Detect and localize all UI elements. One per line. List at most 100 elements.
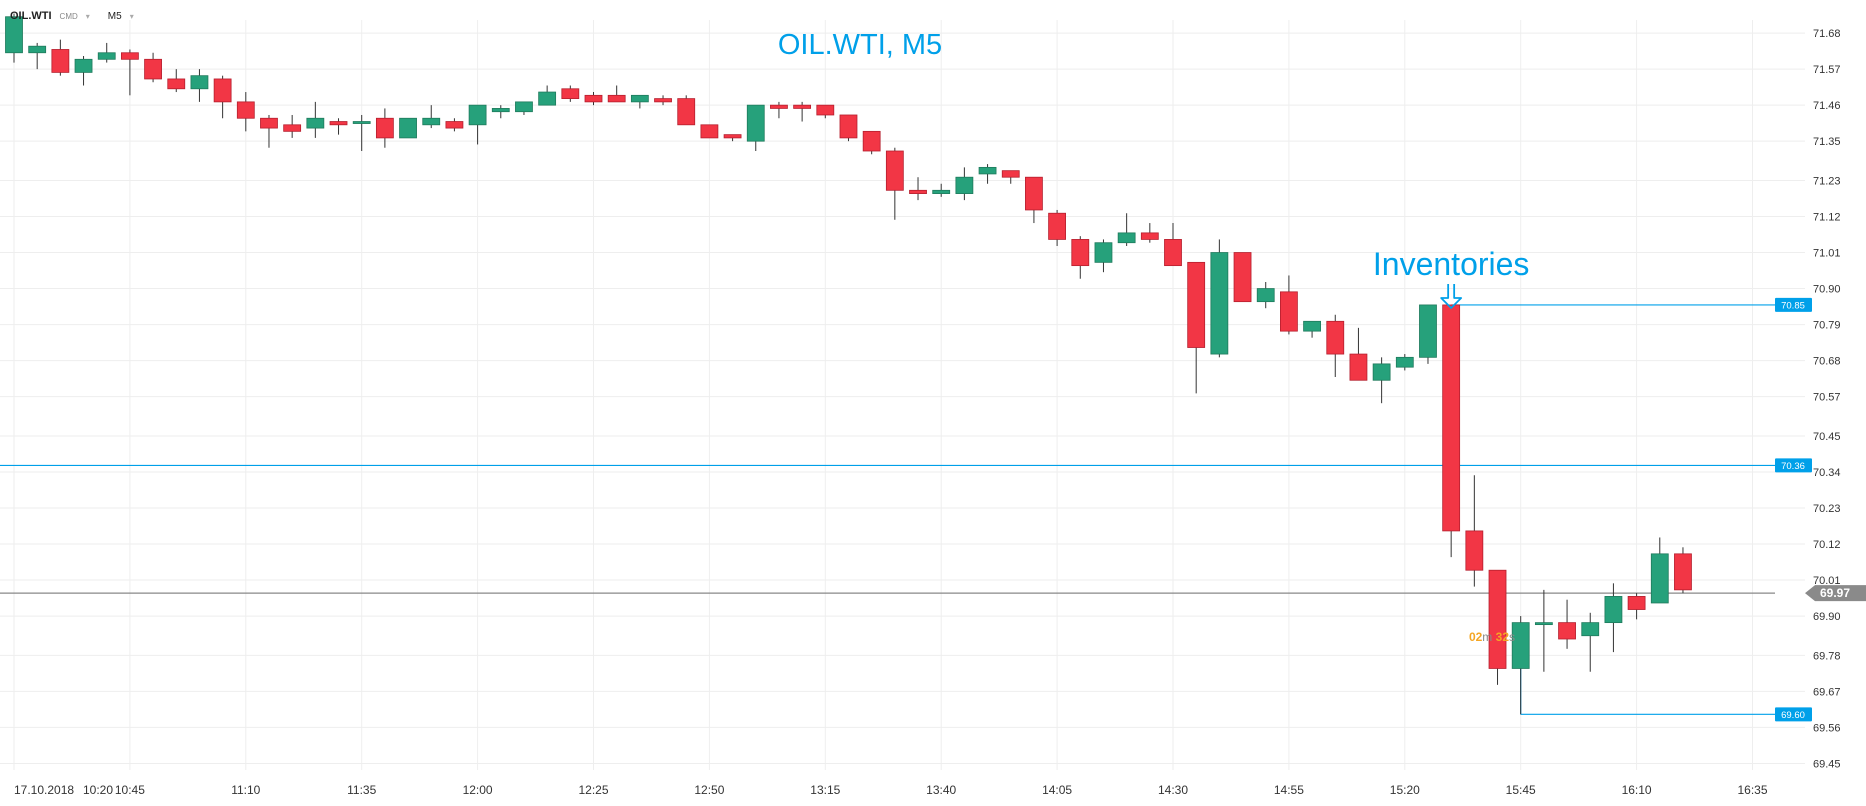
candle [1256,282,1275,309]
x-tick-label: 11:35 [347,783,376,797]
candle [329,118,348,135]
candle-body [28,45,47,54]
x-axis: 17.10.2018 10:20 10:45 11:10 11:35 12:00 12:25… [14,783,1768,797]
candle-body [1349,353,1368,381]
candle [236,92,255,132]
down-arrow-icon [1440,284,1463,309]
candle-body [630,94,649,103]
candle-body [561,88,580,100]
candle [630,94,649,109]
candle-body [770,104,788,109]
timer-minutes: 02 [1468,630,1483,644]
candle-body [213,78,232,103]
current-price-label: 69.97 [1820,586,1850,600]
timeframe-selector[interactable]: M5 [107,10,122,22]
x-tick-label: 12:25 [578,783,608,797]
chevron-down-icon[interactable]: ▾ [85,11,90,21]
level-price-label: 70.36 [1781,461,1805,472]
candle [654,95,672,106]
candle [561,85,580,102]
candle [1581,612,1600,672]
chart-toolbar: OIL.WTI CMD ▾ M5 ▾ [10,8,134,24]
candle-body [1534,622,1553,626]
x-tick-label: 13:15 [810,783,840,797]
current-price-tag [1805,585,1866,602]
candle [167,69,186,93]
candle [97,42,116,63]
candle-body [1303,320,1321,332]
candle-body [468,104,487,126]
candle [260,114,278,148]
candle-body [97,52,116,60]
x-tick-label: 12:50 [694,783,724,797]
candle-body [700,124,719,139]
candle-body [723,134,742,139]
candle-body [1233,252,1252,303]
candle-body [121,52,139,60]
instrument-type-badge: CMD [59,11,78,21]
candle-body [260,117,278,129]
candle-body [190,75,209,90]
candle [74,56,93,86]
y-tick-label: 71.35 [1813,136,1841,148]
y-tick-label: 71.57 [1813,64,1841,76]
y-tick-label: 71.68 [1813,28,1841,40]
candle-countdown-timer: 02m 32s [1469,630,1515,644]
candle [978,164,997,184]
candle [1187,261,1206,394]
candle-body [1140,232,1159,240]
candle-body [1488,569,1507,669]
candle-body [955,176,974,194]
annotation-label: Inventories [1373,246,1530,282]
candle [1094,239,1113,273]
y-tick-label: 70.01 [1813,575,1841,587]
y-tick-label: 70.57 [1813,392,1841,404]
y-tick-label: 71.46 [1813,100,1841,112]
candle [1001,170,1020,184]
candle-body [1001,170,1020,178]
symbol-selector[interactable]: OIL.WTI [10,10,52,22]
y-tick-label: 71.12 [1813,212,1841,224]
candle [1233,252,1252,303]
level-price-tag [1775,458,1812,473]
candle [375,108,394,148]
candle-body [978,166,997,175]
candle [1419,304,1437,364]
level-price-label: 69.60 [1781,710,1805,721]
candle-body [654,98,672,103]
x-tick-label: 14:05 [1042,783,1072,797]
candle-body [375,117,394,139]
inventories-annotation: Inventories [1373,246,1530,309]
y-axis: 71.68 71.57 71.46 71.35 71.23 71.12 71.01 70.90… [1813,28,1841,770]
chart-title: OIL.WTI, M5 [778,29,942,61]
candle [839,114,858,142]
candle [770,101,788,119]
candle-body [607,94,626,103]
y-tick-label: 69.67 [1813,686,1841,698]
chevron-down-icon[interactable]: ▾ [129,11,134,21]
candle-body [932,189,951,194]
candle-body [909,189,927,194]
level-price-label: 70.85 [1781,300,1805,311]
candle-body [677,98,696,126]
candle [793,101,812,122]
candle-body [584,94,603,103]
candle [468,104,487,145]
candle [213,75,232,119]
candle [283,114,302,138]
chart-grid [0,20,1805,770]
price-levels: 70.85 70.36 69.97 69.60 [0,297,1866,722]
candle-body [51,49,70,73]
candle-body [839,114,858,139]
candle-body [399,117,417,139]
candle-body [746,104,765,142]
candle [121,49,139,96]
candle-body [1164,239,1182,267]
level-price-tag [1775,297,1812,312]
candle [1395,354,1414,371]
candle [352,114,371,152]
candle-body [1071,239,1090,267]
candle [144,52,162,83]
candle [1604,583,1623,653]
